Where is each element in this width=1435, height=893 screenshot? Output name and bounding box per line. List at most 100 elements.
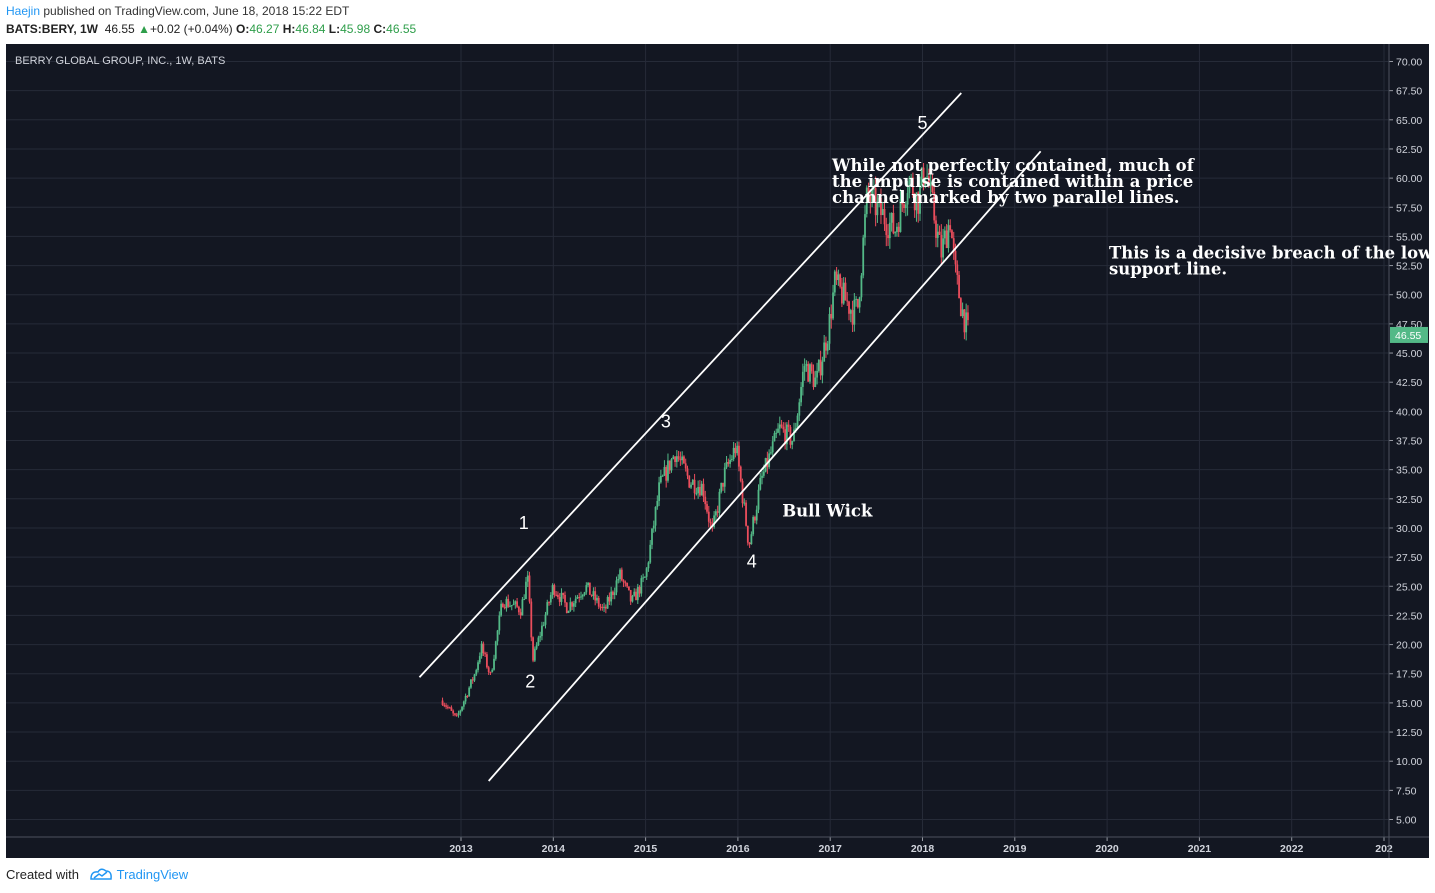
candle [528,571,531,604]
price-tick-label: 57.50 [1396,202,1422,214]
candle-body [661,475,664,477]
tradingview-link[interactable]: TradingView [116,867,189,882]
candle [778,416,781,436]
candle [558,593,561,607]
wave-label-1: 1 [519,513,529,533]
candle [888,212,891,249]
candle-body [686,468,689,476]
candle-body [830,313,833,319]
candle-body [590,594,593,596]
candle-body [754,517,756,521]
candle-body [903,204,905,209]
candle-body [801,371,804,387]
candle-body [622,580,625,583]
candle [572,600,575,612]
high-label: H: [282,22,296,36]
candle-body [904,204,907,209]
candle-body [798,402,801,416]
candle-body [633,591,636,596]
channel-upper-line [418,92,962,678]
candle [546,599,549,616]
annotation-text: Bull Wick [782,501,873,520]
candle [525,577,527,600]
time-tick-label: 2013 [449,843,473,855]
candle-body [837,274,840,281]
candle [720,482,723,494]
candle [945,224,948,249]
candle-body [519,612,522,616]
candle-body [464,695,467,702]
candle-body [709,521,712,524]
candle-body [952,238,955,251]
candle-body [945,230,948,249]
candle [915,192,918,222]
candle [585,582,588,595]
candle-body [732,447,735,459]
candle-body [913,195,916,211]
candles [441,162,969,718]
candle [519,608,522,619]
candle [700,480,703,496]
candle-body [816,370,818,378]
candle-body [965,312,968,333]
candle [484,651,487,658]
price-tick-label: 30.00 [1396,523,1422,535]
candle [564,591,566,608]
author-link[interactable]: Haejin [6,4,41,18]
candle [929,174,932,196]
candle-body [659,475,662,483]
candle-body [787,424,790,427]
candle-body [525,581,527,599]
candle [949,219,952,233]
candle [599,603,602,611]
candle-body [821,361,824,376]
candle [819,350,822,380]
candle-body [690,484,692,488]
price-tick-label: 70.00 [1396,56,1422,68]
candle-body [750,534,753,545]
candle-body [638,586,641,594]
candle [967,305,969,326]
candle [695,487,698,496]
candle [482,641,485,657]
candle [722,482,724,491]
tradingview-logo-icon[interactable] [89,867,113,884]
candle [640,575,643,597]
candle [592,587,595,600]
price-tick-label: 50.00 [1396,290,1422,302]
candle [530,598,533,642]
candle-body [470,679,472,688]
candle [583,591,586,597]
candle-body [615,580,618,593]
candle [509,601,511,608]
open-label: O: [236,22,250,36]
candle [633,588,636,597]
candle-body [849,310,852,314]
candle [702,478,705,502]
candle [606,595,609,609]
published-text: published on TradingView.com, June 18, 2… [43,4,350,18]
candle [672,454,675,460]
time-axis-background [6,837,1389,858]
candle-body [668,460,671,471]
candle [919,176,921,221]
candle-body [791,441,794,445]
candle-body [551,585,554,595]
candle-body [825,342,827,351]
candle-body [917,192,920,214]
candle [659,469,662,484]
candle [837,269,840,286]
candle-body [738,445,740,467]
channel-lower-line [488,150,1042,782]
candle [864,205,866,246]
candle-body [658,482,660,501]
candle-body [620,569,623,581]
candle-body [679,458,682,461]
candle [494,640,497,661]
candle [649,540,652,564]
candle-body [770,452,772,454]
time-tick-label: 2014 [542,843,566,855]
candle-body [683,456,685,464]
candle [512,599,515,606]
